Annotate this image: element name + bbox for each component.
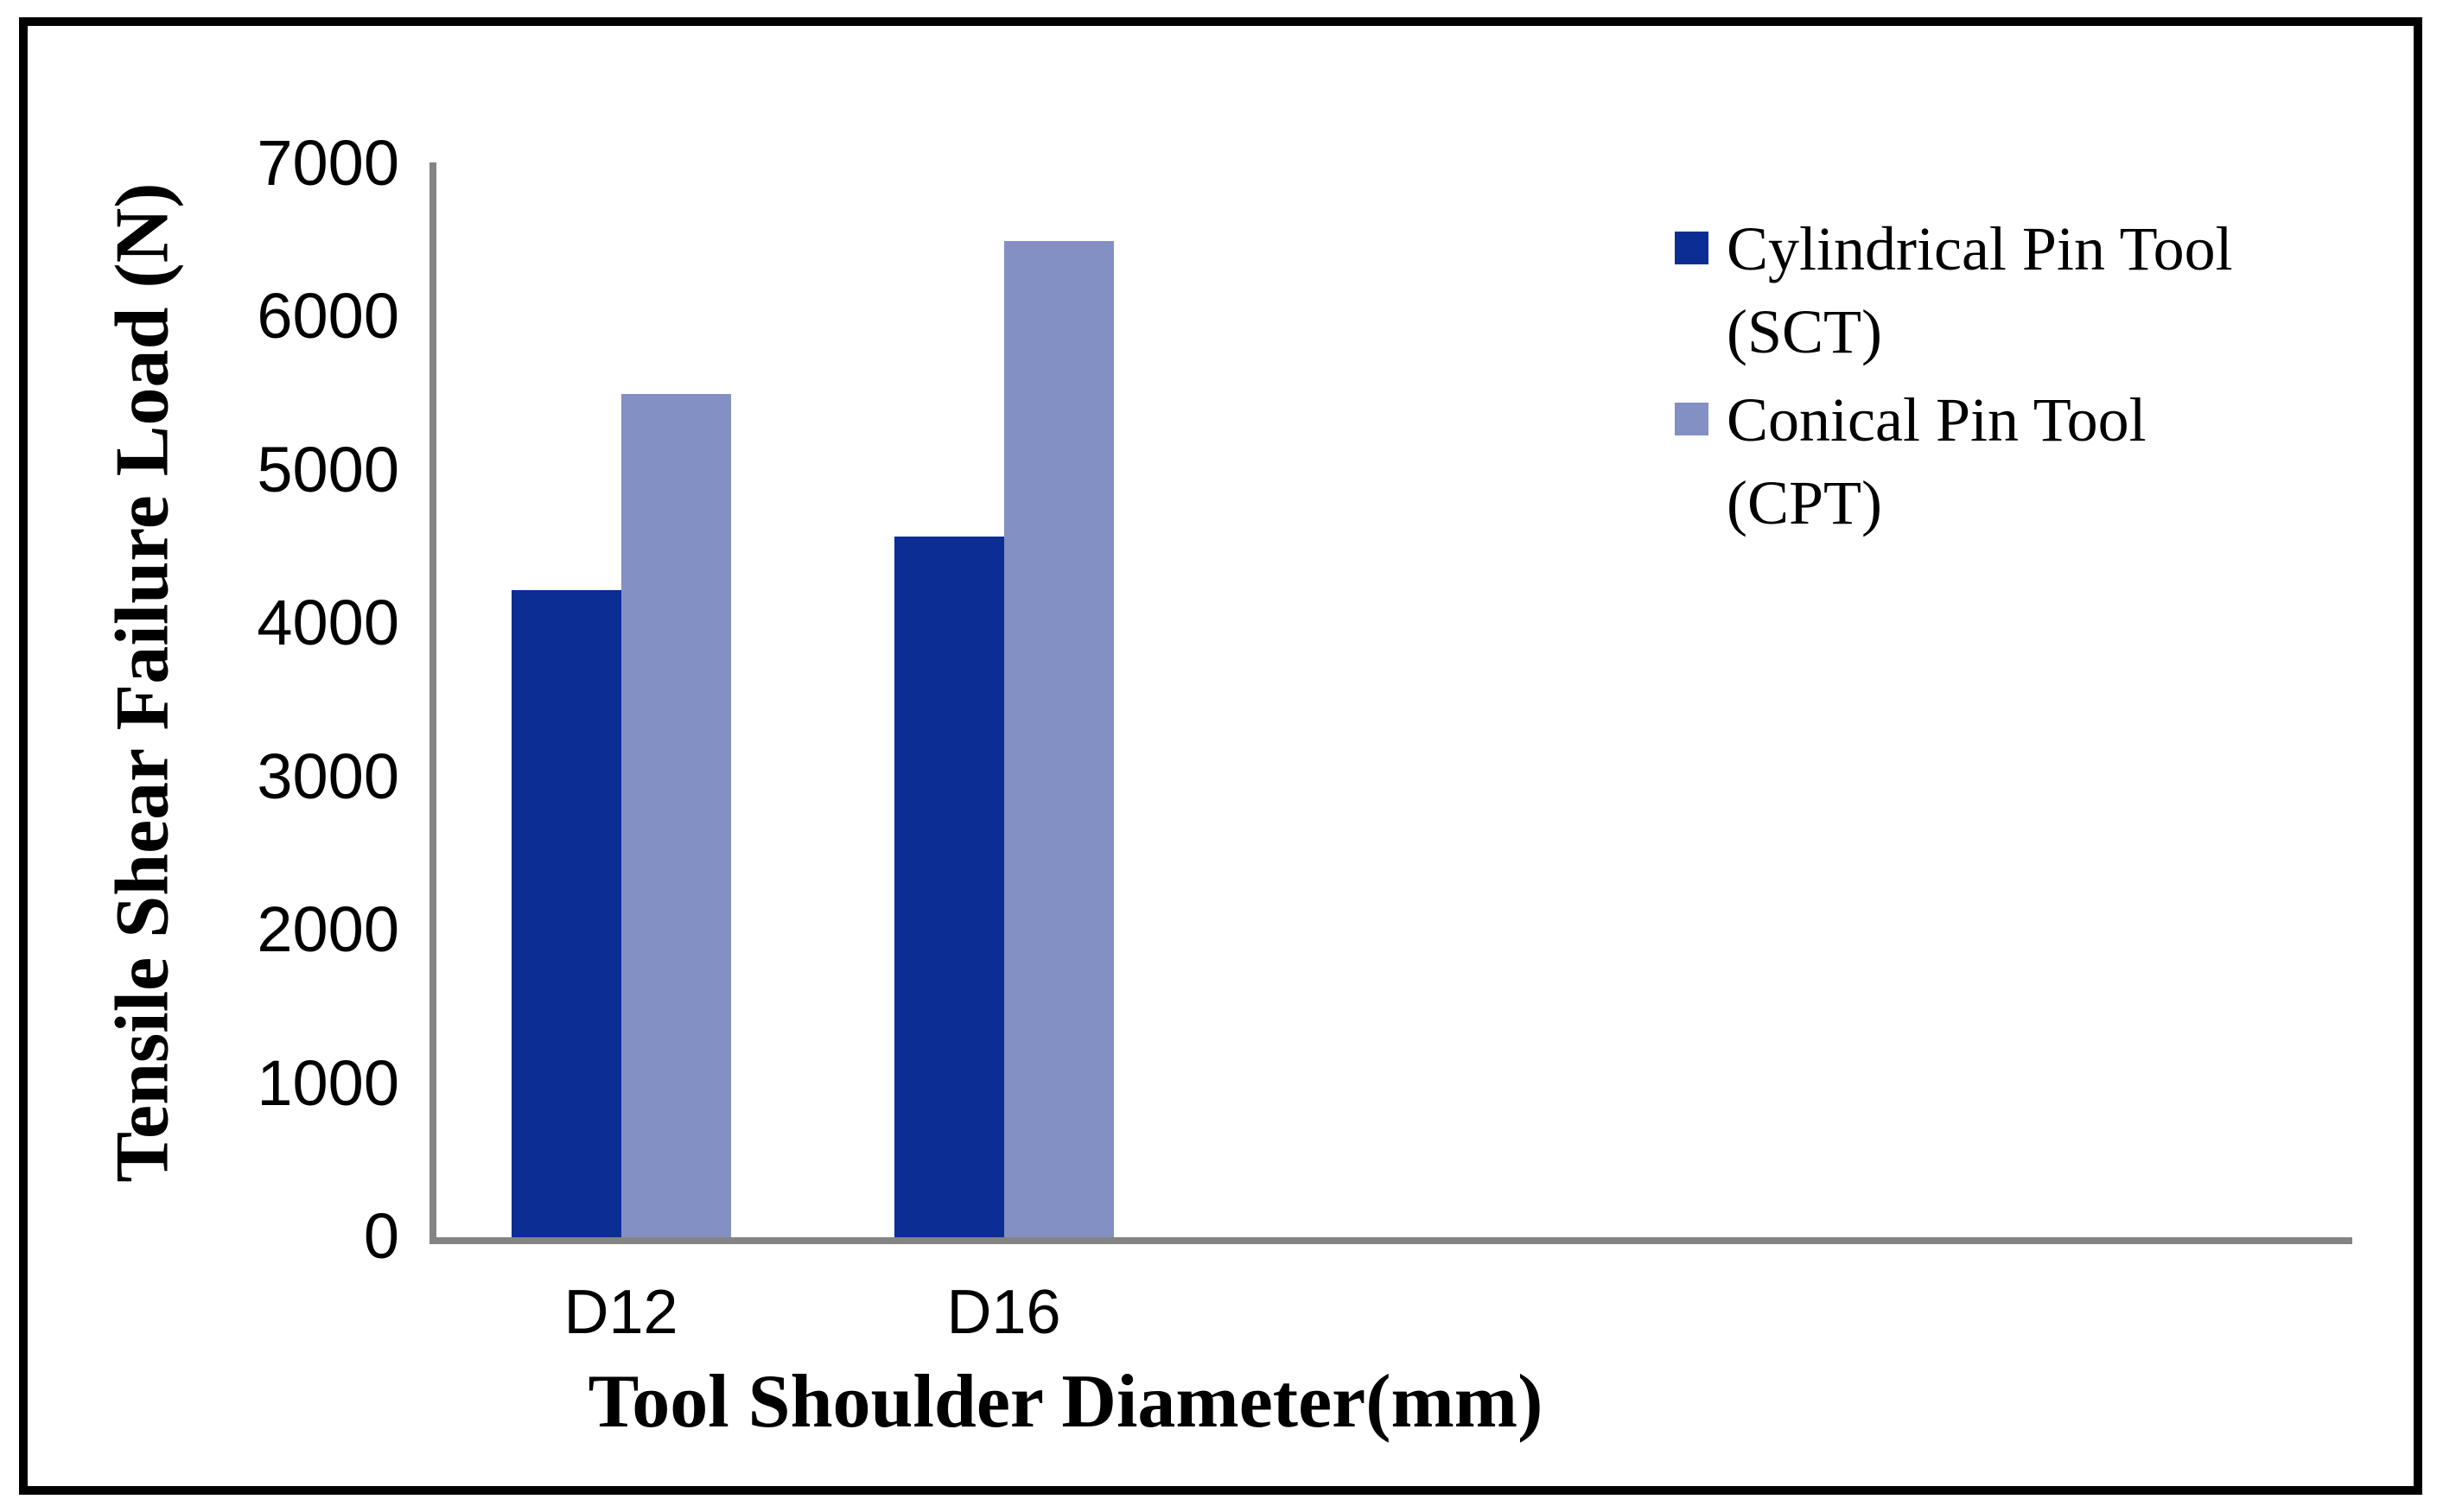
legend: Cylindrical Pin Tool (SCT) Conical Pin Too… bbox=[1675, 207, 2233, 550]
legend-label-line: (CPT) bbox=[1727, 468, 1882, 537]
legend-swatch-icon bbox=[1675, 232, 1708, 264]
x-axis-line bbox=[429, 1237, 2352, 1244]
legend-swatch-icon bbox=[1675, 403, 1708, 435]
y-tick-label-2000: 2000 bbox=[257, 893, 399, 965]
x-category-label-D12: D12 bbox=[563, 1278, 678, 1347]
y-axis-line bbox=[429, 162, 436, 1244]
legend-label: Cylindrical Pin Tool (SCT) bbox=[1727, 207, 2233, 373]
x-category-label-D16: D16 bbox=[946, 1278, 1061, 1347]
bar-D16-series1 bbox=[894, 537, 1004, 1237]
bar-D12-series2 bbox=[620, 394, 731, 1237]
legend-item-1: Cylindrical Pin Tool (SCT) bbox=[1675, 207, 2233, 373]
legend-label-line: Cylindrical Pin Tool bbox=[1727, 214, 2233, 283]
y-tick-label-5000: 5000 bbox=[257, 433, 399, 505]
bar-D16-series2 bbox=[1003, 240, 1114, 1237]
bar-D12-series1 bbox=[511, 590, 621, 1237]
figure-border bbox=[19, 17, 2422, 1495]
y-tick-label-7000: 7000 bbox=[257, 126, 399, 199]
y-tick-label-6000: 6000 bbox=[257, 280, 399, 353]
y-tick-label-1000: 1000 bbox=[257, 1046, 399, 1119]
x-axis-title: Tool Shoulder Diameter(mm) bbox=[588, 1360, 1543, 1444]
y-tick-label-0: 0 bbox=[363, 1199, 399, 1272]
legend-label-line: (SCT) bbox=[1727, 297, 1882, 366]
legend-label-line: Conical Pin Tool bbox=[1727, 385, 2147, 454]
legend-label: Conical Pin Tool (CPT) bbox=[1727, 378, 2147, 544]
legend-item-2: Conical Pin Tool (CPT) bbox=[1675, 378, 2233, 544]
y-tick-label-4000: 4000 bbox=[257, 587, 399, 659]
y-tick-label-3000: 3000 bbox=[257, 740, 399, 812]
